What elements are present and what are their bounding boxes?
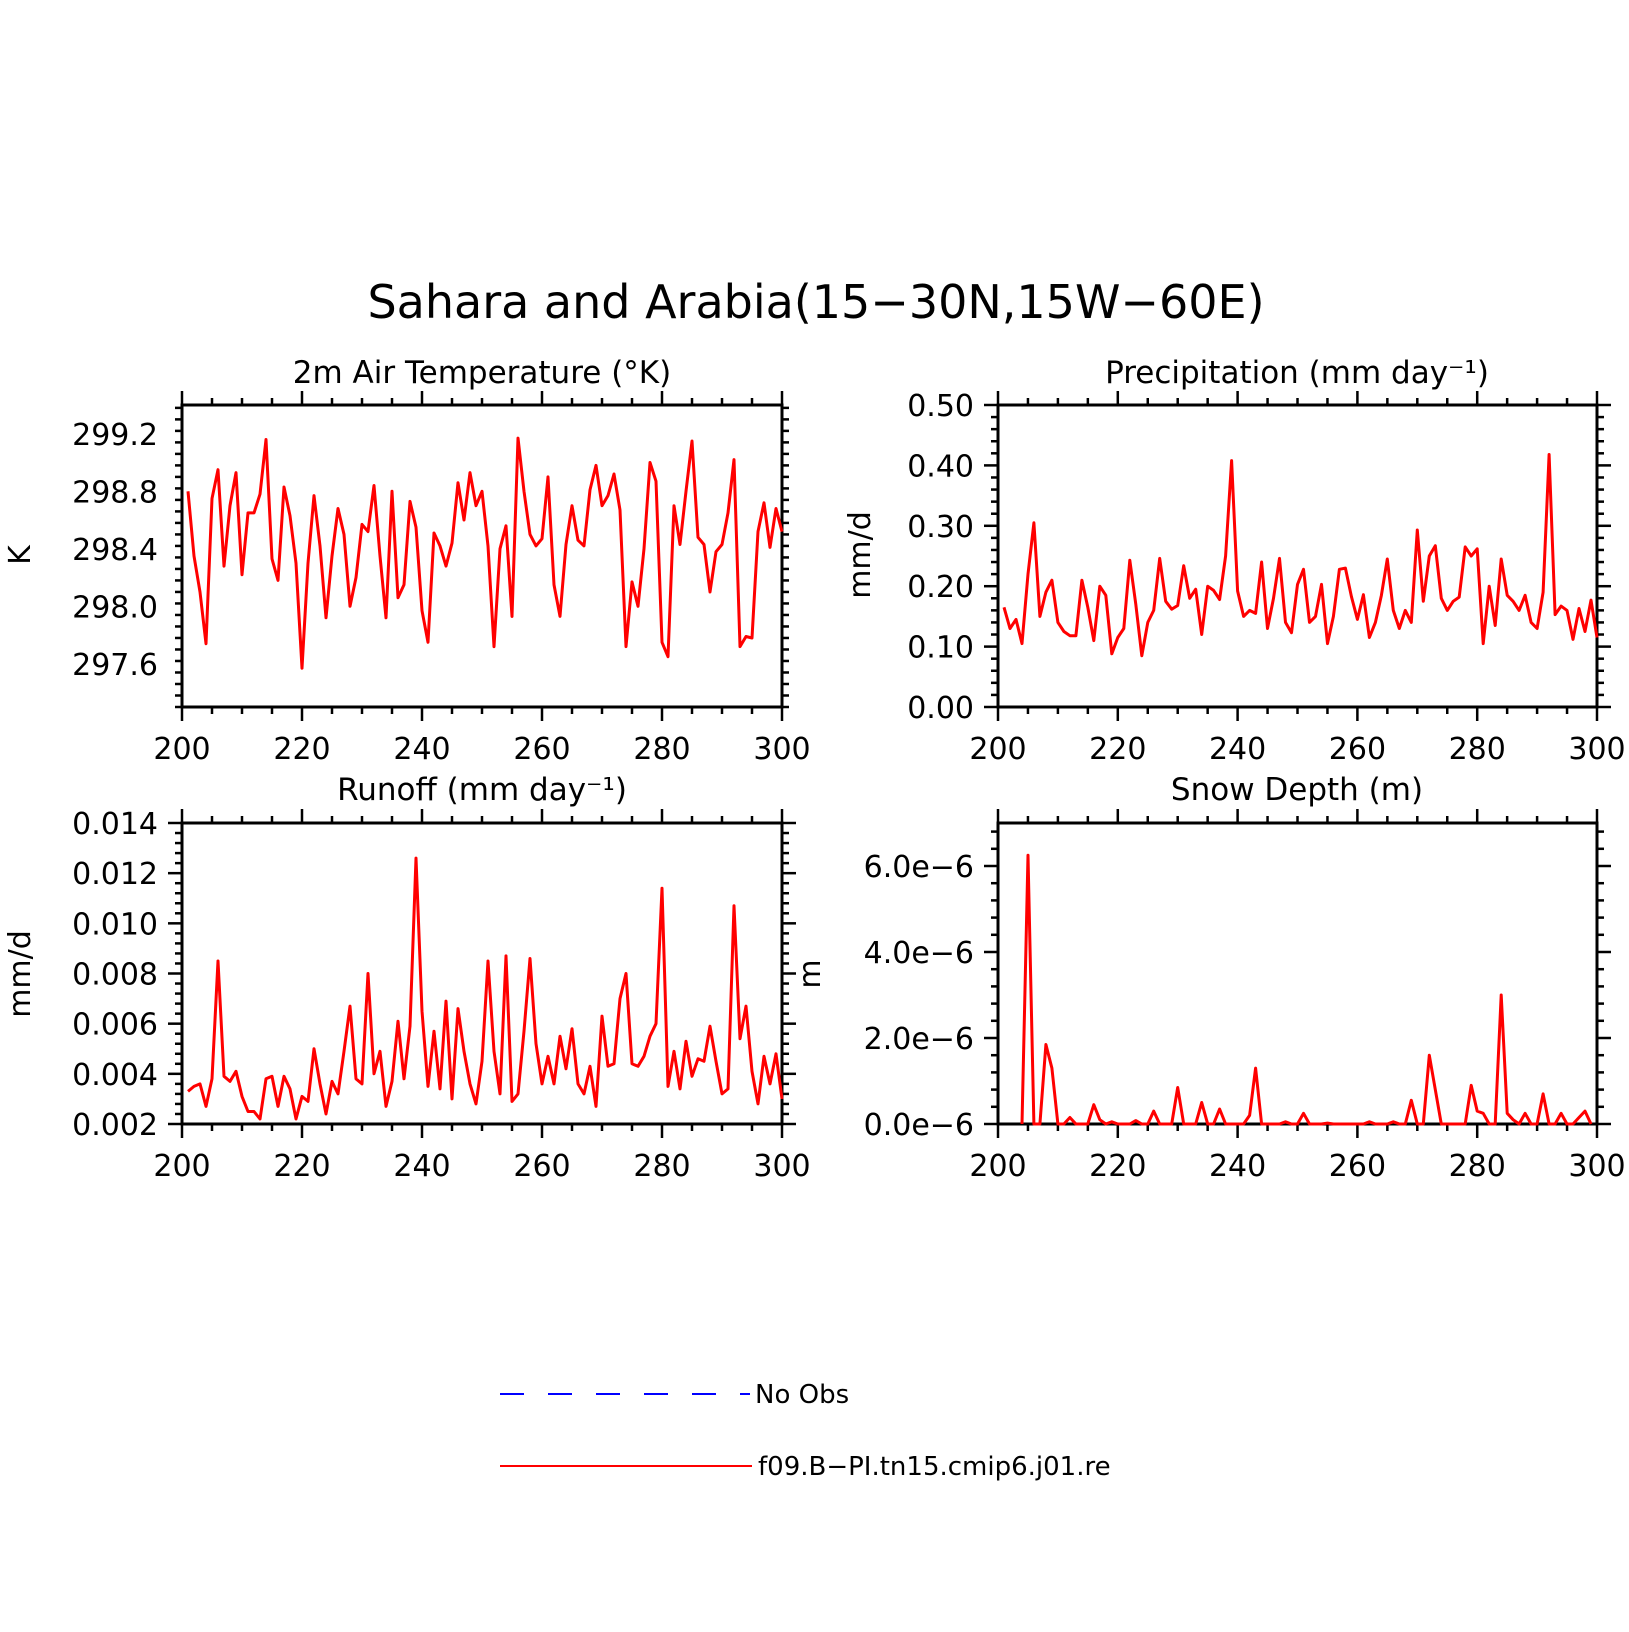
x-tick-label: 220 (273, 1149, 330, 1184)
x-tick-label: 240 (1209, 732, 1266, 767)
y-tick-label: 0.014 (72, 807, 158, 842)
y-tick-label: 0.0e−6 (864, 1108, 974, 1143)
y-tick-label: 298.4 (72, 533, 158, 568)
x-tick-label: 280 (1449, 732, 1506, 767)
series-line (186, 436, 784, 670)
panel-title: Precipitation (mm day⁻¹) (1105, 355, 1489, 391)
x-tick-label: 200 (969, 1149, 1026, 1184)
plot-area: 200 220 240 260 280 300 0.00 0.10 0.20 0.30 0.40 0.… (907, 389, 1625, 767)
x-tick-label: 260 (513, 732, 570, 767)
x-tick-label: 220 (273, 732, 330, 767)
x-tick-label: 300 (1568, 1149, 1625, 1184)
y-tick-label: 6.0e−6 (864, 850, 974, 885)
panel-title: 2m Air Temperature (°K) (293, 355, 671, 391)
x-tick-label: 260 (1329, 1149, 1386, 1184)
figure-title: Sahara and Arabia(15−30N,15W−60E) (367, 275, 1264, 329)
y-axis-label: mm/d (3, 930, 38, 1018)
series-line (1020, 853, 1593, 1126)
y-axis-label: m (793, 959, 828, 988)
y-tick-label: 0.008 (72, 958, 158, 993)
plot-area: 200 220 240 260 280 300 0.0e−6 2.0e−6 4.0e−6 6.0e… (864, 809, 1626, 1184)
y-tick-label: 0.010 (72, 907, 158, 942)
y-tick-label: 0.40 (907, 449, 974, 484)
y-tick-label: 299.2 (72, 418, 158, 453)
panel-title: Runoff (mm day⁻¹) (337, 772, 627, 808)
x-tick-label: 260 (1329, 732, 1386, 767)
legend-label-no-obs: No Obs (755, 1380, 849, 1410)
x-tick-label: 240 (393, 732, 450, 767)
panel-air-temperature: 2m Air Temperature (°K) 200 220 240 260 280 3… (3, 355, 811, 767)
plot-area: 200 220 240 260 280 300 0.002 0.004 0.006 0.008 0.… (72, 807, 811, 1184)
x-tick-label: 260 (513, 1149, 570, 1184)
y-tick-label: 0.20 (907, 570, 974, 605)
x-tick-label: 300 (1568, 732, 1625, 767)
plot-area: 200 220 240 260 280 300 297.6 298.0 298.4 298.8 29… (72, 391, 811, 767)
y-tick-label: 2.0e−6 (864, 1022, 974, 1057)
x-tick-label: 200 (153, 732, 210, 767)
plot-frame (996, 821, 1599, 1126)
x-tick-label: 220 (1089, 732, 1146, 767)
x-tick-label: 240 (393, 1149, 450, 1184)
y-tick-label: 0.00 (907, 691, 974, 726)
y-tick-label: 0.006 (72, 1008, 158, 1043)
x-tick-label: 300 (753, 1149, 810, 1184)
y-tick-label: 0.30 (907, 510, 974, 545)
x-tick-label: 300 (753, 732, 810, 767)
x-tick-label: 220 (1089, 1149, 1146, 1184)
legend-label-model: f09.B−PI.tn15.cmip6.j01.re (758, 1452, 1111, 1482)
y-tick-label: 297.6 (72, 648, 158, 683)
x-tick-label: 280 (1449, 1149, 1506, 1184)
y-tick-label: 0.002 (72, 1108, 158, 1143)
panel-snow-depth: Snow Depth (m) 200 220 240 260 280 3000.0e−62… (793, 772, 1626, 1184)
series-line (187, 856, 784, 1121)
y-tick-label: 4.0e−6 (864, 936, 974, 971)
legend: No Obs f09.B−PI.tn15.cmip6.j01.re (500, 1380, 1111, 1482)
y-tick-label: 298.0 (72, 590, 158, 625)
x-tick-label: 280 (633, 732, 690, 767)
y-axis-label: mm/d (843, 511, 878, 599)
panel-runoff: Runoff (mm day⁻¹) 200 220 240 260 280 300 0.00… (3, 772, 811, 1184)
x-tick-label: 200 (969, 732, 1026, 767)
y-tick-label: 0.004 (72, 1058, 158, 1093)
y-tick-label: 0.50 (907, 389, 974, 424)
y-tick-label: 0.10 (907, 631, 974, 666)
panel-title: Snow Depth (m) (1171, 772, 1423, 808)
x-tick-label: 200 (153, 1149, 210, 1184)
y-axis-label: K (3, 544, 38, 565)
y-tick-label: 298.8 (72, 475, 158, 510)
x-tick-label: 280 (633, 1149, 690, 1184)
series-line (1002, 453, 1599, 658)
y-tick-label: 0.012 (72, 857, 158, 892)
plot-frame (996, 403, 1599, 709)
x-tick-label: 240 (1209, 1149, 1266, 1184)
panel-precipitation: Precipitation (mm day⁻¹) 200 220 240 260 280… (843, 355, 1626, 767)
